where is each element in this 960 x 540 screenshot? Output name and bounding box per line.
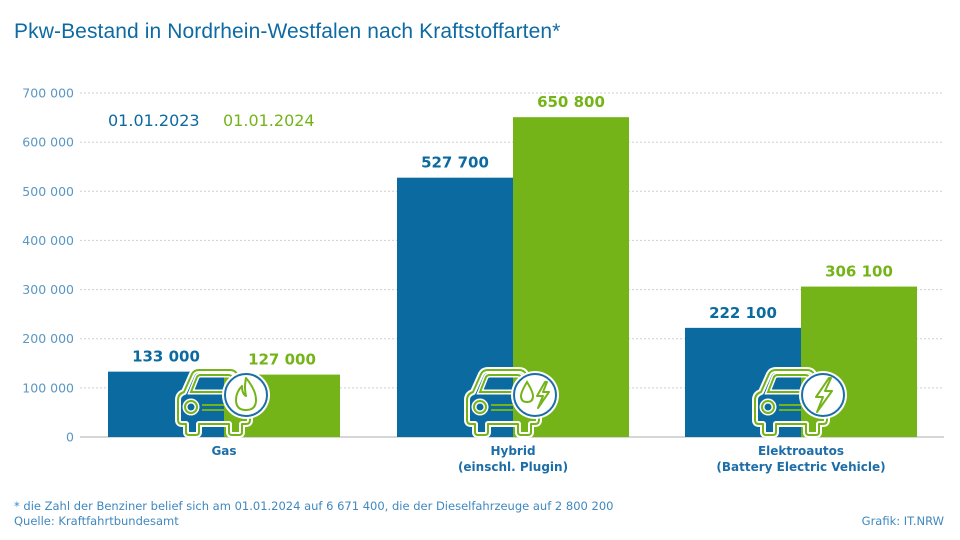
legend-2023: 01.01.2023: [108, 111, 200, 130]
value-label: 222 100: [709, 304, 777, 322]
source-text: Quelle: Kraftfahrtbundesamt: [14, 514, 179, 528]
value-label: 306 100: [825, 263, 893, 281]
y-tick-label: 600 000: [22, 135, 74, 150]
category-label: Hybrid: [490, 444, 535, 458]
y-tick-label: 300 000: [22, 282, 74, 297]
car-drop-lightning-icon: [464, 367, 559, 438]
y-tick-label: 400 000: [22, 233, 74, 248]
chart-title: Pkw-Bestand in Nordrhein-Westfalen nach …: [14, 20, 561, 43]
legend: 01.01.2023 01.01.2024: [108, 111, 315, 130]
car-lightning-icon: [752, 367, 847, 438]
y-tick-label: 500 000: [22, 184, 74, 199]
bar-01.01.2023: [397, 177, 513, 437]
y-tick-label: 100 000: [22, 380, 74, 395]
footnote: * die Zahl der Benziner belief sich am 0…: [14, 499, 613, 529]
flame-icon: [235, 377, 257, 411]
bar-01.01.2023: [685, 327, 801, 437]
value-label: 650 800: [537, 93, 605, 111]
y-tick-label: 0: [66, 430, 74, 445]
category-sublabel: (einschl. Plugin): [458, 460, 568, 474]
graphic-credit: Grafik: IT.NRW: [861, 514, 944, 528]
y-tick-label: 200 000: [22, 331, 74, 346]
lightning-icon: [536, 381, 550, 409]
y-axis-ticks: 0 100 000 200 000 300 000 400 000 500 000 600 …: [22, 86, 74, 445]
footnote-text: * die Zahl der Benziner belief sich am 0…: [14, 499, 614, 513]
car-flame-icon: [175, 367, 270, 438]
category-sublabel: (Battery Electric Vehicle): [716, 460, 885, 474]
category-label: Gas: [211, 444, 236, 458]
value-label: 527 700: [421, 154, 489, 172]
category-labels: Gas Hybrid (einschl. Plugin) Elektroautos (B…: [211, 444, 885, 474]
lightning-icon: [815, 377, 833, 413]
legend-2024: 01.01.2024: [223, 111, 315, 130]
value-label: 133 000: [132, 348, 200, 366]
y-tick-label: 700 000: [22, 86, 74, 101]
value-labels: 133 000 527 700 222 100 127 000 650 800 306 1…: [132, 93, 893, 368]
category-label: Elektroautos: [758, 444, 844, 458]
value-label: 127 000: [248, 351, 316, 369]
category-icons: [175, 367, 847, 438]
drop-icon: [519, 380, 535, 404]
